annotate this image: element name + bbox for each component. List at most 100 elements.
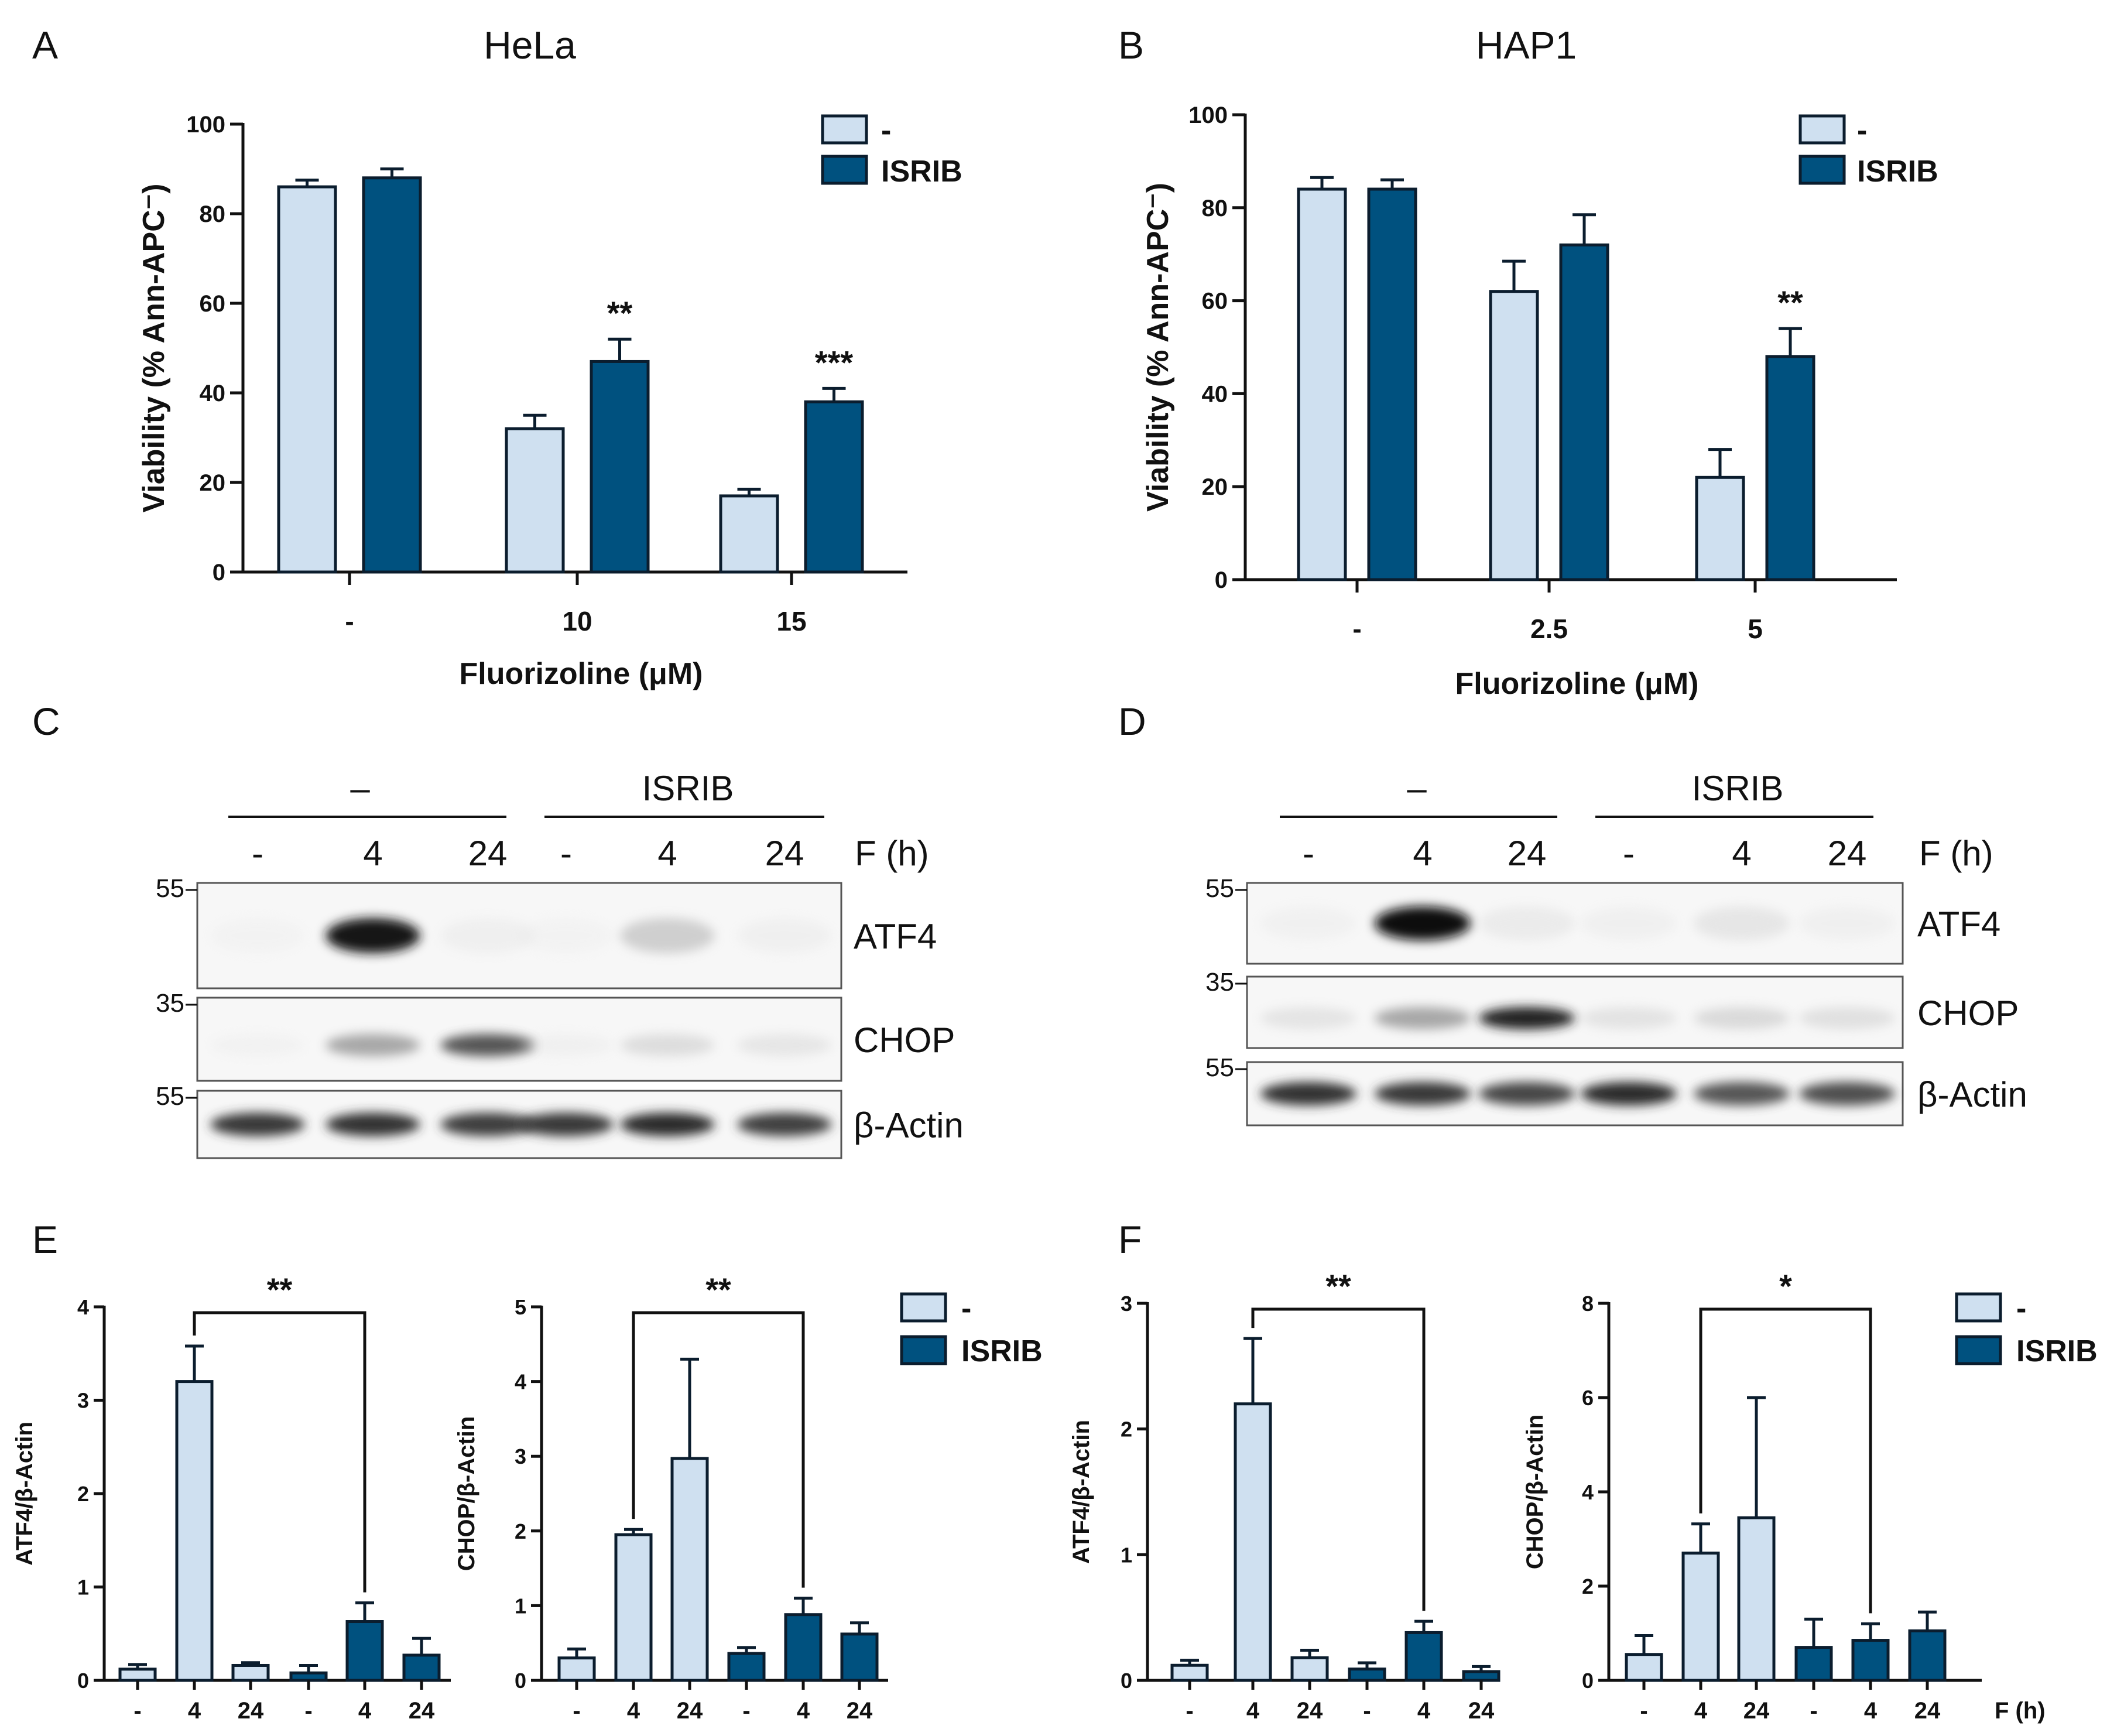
y-tick-label: 4 xyxy=(1582,1480,1594,1504)
blot-lane-label: 24 xyxy=(765,834,804,873)
blot-band xyxy=(620,1034,715,1056)
x-tick-label: 24 xyxy=(1468,1698,1495,1724)
x-tick-label: - xyxy=(1810,1698,1817,1724)
blot-band xyxy=(1374,906,1471,940)
blot-lane-label: 24 xyxy=(468,834,508,873)
y-tick-label: 5 xyxy=(515,1295,526,1319)
blot-band xyxy=(1478,1007,1575,1029)
x-tick-label: - xyxy=(1640,1698,1647,1724)
bar xyxy=(1737,1516,1776,1682)
legend-f-swatch-isrib xyxy=(1955,1335,2002,1365)
x-tick-label: 24 xyxy=(238,1698,264,1724)
blot-band xyxy=(519,918,614,953)
y-tick-label: 1 xyxy=(515,1594,526,1618)
legend-e-swatch-isrib xyxy=(900,1335,947,1365)
blot-band xyxy=(1478,906,1575,940)
blot-protein-label: β-Actin xyxy=(854,1106,964,1145)
significance-label: ** xyxy=(1777,284,1803,321)
blot-band xyxy=(519,1112,614,1136)
bar xyxy=(1170,1663,1209,1682)
legend-b: - ISRIB xyxy=(1798,114,1938,189)
significance-label: ** xyxy=(1325,1268,1351,1304)
y-axis-label: CHOP/β-Actin xyxy=(454,1416,479,1571)
blot-band xyxy=(326,918,420,953)
y-tick-label: 4 xyxy=(77,1295,89,1319)
blot-band xyxy=(1798,1007,1896,1029)
blot-band xyxy=(1374,1082,1471,1105)
x-tick-label: 4 xyxy=(797,1698,810,1724)
panel-label-a: A xyxy=(32,23,58,67)
legend-f-label-minus: - xyxy=(2016,1292,2026,1326)
blot-membrane xyxy=(1246,975,1904,1049)
bar xyxy=(231,1663,270,1682)
x-tick-label: 24 xyxy=(677,1698,703,1724)
y-tick-label: 40 xyxy=(200,381,226,406)
x-tick-label: 4 xyxy=(1417,1698,1431,1724)
y-tick-label: 0 xyxy=(1121,1669,1132,1693)
blot-row-atf4: 55 ATF4 xyxy=(1205,874,2000,965)
x-tick-label: 4 xyxy=(358,1698,372,1724)
bar xyxy=(840,1632,879,1682)
x-tick-label: 24 xyxy=(1297,1698,1323,1724)
y-tick-label: 2 xyxy=(77,1482,89,1506)
blot-group-label: – xyxy=(350,769,370,808)
significance-bracket xyxy=(1699,1307,1872,1614)
blot-row-chop: 35 CHOP xyxy=(1205,968,2019,1049)
bar xyxy=(1462,1670,1500,1682)
bar xyxy=(557,1656,596,1682)
blot-row-atf4: 55 ATF4 xyxy=(156,874,937,989)
x-tick-label: 15 xyxy=(776,606,806,636)
blot-band xyxy=(210,918,305,953)
bar xyxy=(804,400,864,574)
legend-b-label-isrib: ISRIB xyxy=(1857,155,1938,189)
y-tick-label: 1 xyxy=(1121,1543,1132,1567)
blot-lane-label: 24 xyxy=(1508,834,1547,873)
bar xyxy=(1404,1631,1443,1682)
blot-protein-label: CHOP xyxy=(854,1021,955,1060)
blot-row-actin: 55 β-Actin xyxy=(1205,1053,2027,1126)
bar xyxy=(1765,355,1815,581)
y-tick-label: 60 xyxy=(1202,289,1228,314)
blot-band xyxy=(620,1112,715,1136)
bar xyxy=(1851,1639,1890,1682)
blot-lane-label: 4 xyxy=(1413,834,1432,873)
blot-time-label: F (h) xyxy=(1919,834,1993,873)
bar xyxy=(1681,1552,1720,1682)
blot-band xyxy=(737,918,832,953)
bar xyxy=(402,1653,441,1682)
legend-b-swatch-isrib xyxy=(1798,155,1846,185)
blot-band xyxy=(440,1034,535,1056)
y-axis-label: Viability (% Ann-APC⁻) xyxy=(137,184,171,513)
bar xyxy=(1625,1653,1663,1682)
blot-band xyxy=(1693,1007,1790,1029)
blot-lane-label: - xyxy=(1623,834,1635,873)
chart-title: HeLa xyxy=(484,23,576,67)
blot-group-label: – xyxy=(1407,769,1427,808)
x-tick-label: 4 xyxy=(1246,1698,1260,1724)
chart-e1: 0 1 2 3 4 - 4 24 - 4 24 ** ATF4/β-Actin xyxy=(12,1271,451,1724)
x-tick-label: - xyxy=(345,606,354,636)
significance-bracket xyxy=(193,1311,366,1593)
chart-e2: 0 1 2 3 4 5 - 4 24 - 4 24 ** CHOP/β-Actin xyxy=(454,1271,888,1724)
blot-lane-label: 4 xyxy=(1732,834,1751,873)
chart-f1: 0 1 2 3 - 4 24 - 4 24 ** ATF4/β-Actin xyxy=(1068,1268,1500,1724)
blot-band xyxy=(1693,906,1790,940)
blot-band xyxy=(326,1034,420,1056)
blot-band xyxy=(1798,1082,1896,1105)
x-tick-label: 5 xyxy=(1748,614,1763,644)
y-tick-label: 100 xyxy=(186,112,225,138)
panel-label-e: E xyxy=(32,1218,58,1261)
legend-b-swatch-minus xyxy=(1798,114,1846,145)
blot-protein-label: ATF4 xyxy=(854,917,937,956)
chart-title: HAP1 xyxy=(1476,23,1577,67)
x-tick-label: 4 xyxy=(188,1698,201,1724)
x-tick-label: - xyxy=(573,1698,580,1724)
marker-label: 35 xyxy=(1205,968,1234,997)
blot-lane-label: - xyxy=(252,834,263,873)
blot-band xyxy=(737,1034,832,1056)
x-tick-label: - xyxy=(1186,1698,1193,1724)
blot-protein-label: CHOP xyxy=(1917,994,2019,1033)
bar xyxy=(1367,187,1417,581)
